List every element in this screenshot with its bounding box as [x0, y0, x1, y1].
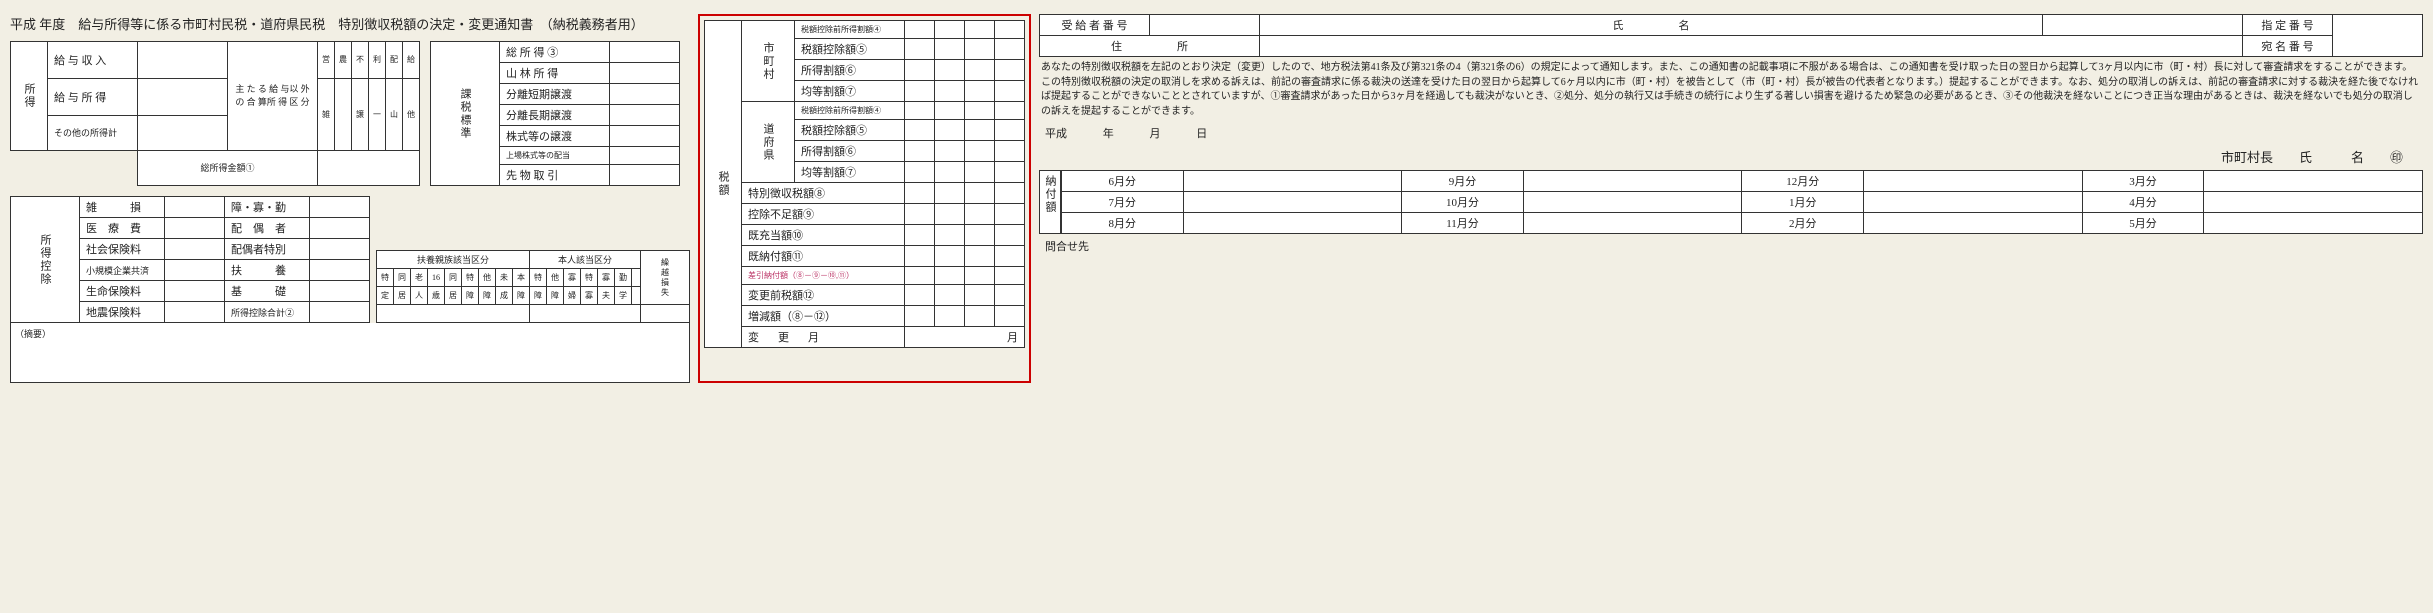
koujo-vlabel: 所得控除	[11, 197, 80, 323]
kazei-vlabel: 課税標準	[431, 42, 500, 186]
row-kyuyo-shotoku: 給 与 所 得	[48, 78, 138, 115]
mayor-line: 市町村長 氏 名 ㊞	[1039, 143, 2423, 170]
f: 営	[318, 42, 335, 79]
total-income-label: 総所得金額①	[138, 150, 318, 185]
koujo-table: 所得控除 雑 損 障・寡・勤 医 療 費 配 偶 者 社会保険料 配偶者特別 小…	[10, 196, 370, 323]
months-table: 6月分 9月分 12月分 3月分 7月分 10月分 1月分 4月分 8月分 11…	[1061, 170, 2423, 234]
legal-paragraph: あなたの特別徴収税額を左記のとおり決定（変更）したので、地方税法第41条及び第3…	[1039, 57, 2423, 123]
cell[interactable]	[138, 42, 228, 79]
date-line: 平成 年 月 日	[1039, 123, 2423, 143]
pref-vlabel: 道府県	[742, 102, 795, 183]
income-vlabel: 所得	[11, 42, 48, 151]
right-column: 受 給 者 番 号 氏 名 指 定 番 号 住 所 宛 名 番 号 あなたの特別…	[1039, 14, 2423, 383]
row-sonota: その他の所得計	[48, 115, 138, 150]
cell[interactable]	[138, 115, 228, 150]
era-label: 平成	[10, 17, 36, 32]
tax-table: 税額 市町村 税額控除前所得割額④ 税額控除額⑤ 所得割額⑥ 均等割額⑦ 道府県…	[704, 20, 1025, 348]
form-title: 平成 年度 給与所得等に係る市町村民税・道府県民税 特別徴収税額の決定・変更通知…	[10, 10, 690, 41]
kazei-table: 課税標準 総 所 得 ③ 山 林 所 得 分離短期譲渡 分離長期譲渡 株式等の譲…	[430, 41, 680, 186]
income-table: 所得 給 与 収 入 主 た る 給 与以 外 の 合 算所 得 区 分 営農不…	[10, 41, 420, 186]
main-salary-label: 主 た る 給 与以 外 の 合 算所 得 区 分	[228, 42, 318, 151]
cell[interactable]	[318, 150, 420, 185]
cell[interactable]	[138, 78, 228, 115]
fuyou-grid: 扶養親族該当区分 本人該当区分 繰越損失 特同老16同特他未本 特他寡特寡勤 定…	[376, 250, 690, 323]
form-root: 平成 年度 給与所得等に係る市町村民税・道府県民税 特別徴収税額の決定・変更通知…	[10, 10, 2423, 383]
noufu-vlabel: 納付額	[1039, 170, 1061, 234]
row-kyuyo-shunyu: 給 与 収 入	[48, 42, 138, 79]
title-text: 年度 給与所得等に係る市町村民税・道府県民税 特別徴収税額の決定・変更通知書 （…	[39, 17, 644, 32]
tekiyo-box[interactable]: （摘要）	[10, 323, 690, 383]
city-vlabel: 市町村	[742, 21, 795, 102]
right-header-table: 受 給 者 番 号 氏 名 指 定 番 号 住 所 宛 名 番 号	[1039, 14, 2423, 57]
r: 総 所 得 ③	[500, 42, 610, 63]
tax-vlabel: 税額	[705, 21, 742, 348]
tax-redbox: 税額 市町村 税額控除前所得割額④ 税額控除額⑤ 所得割額⑥ 均等割額⑦ 道府県…	[698, 14, 1031, 383]
contact-label: 問合せ先	[1039, 234, 2423, 258]
left-column: 平成 年度 給与所得等に係る市町村民税・道府県民税 特別徴収税額の決定・変更通知…	[10, 10, 690, 383]
